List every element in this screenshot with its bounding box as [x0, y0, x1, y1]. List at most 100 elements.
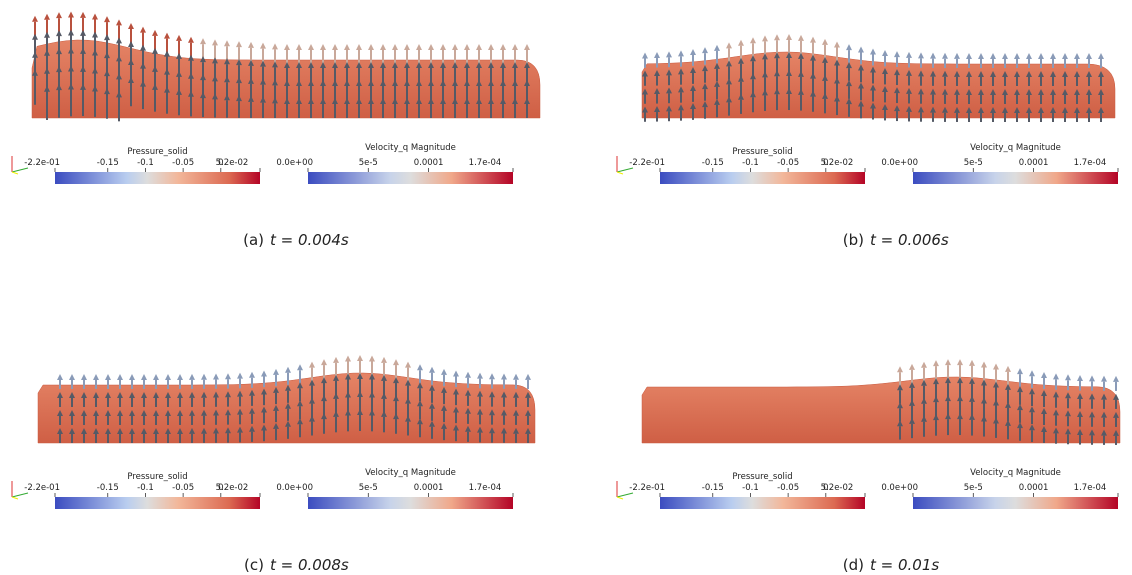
colorbar-tick-label: 0.0e+00	[276, 158, 313, 168]
arrow-head	[1062, 53, 1068, 59]
caption-label: (b)	[843, 231, 864, 249]
arrow-head	[500, 44, 506, 50]
arrow-head	[810, 37, 816, 43]
arrow-head	[440, 44, 446, 50]
arrow-head	[524, 44, 530, 50]
arrow-head	[429, 367, 435, 373]
colorbar-tick-label: -2.2e-01	[24, 483, 60, 493]
arrow-head	[1065, 374, 1071, 380]
colorbar-tick-label: 0.0001	[414, 483, 444, 493]
arrow-head	[738, 40, 744, 46]
colorbar-title: Pressure_solid	[127, 472, 187, 482]
arrow-head	[990, 53, 996, 59]
colorbar-tick-label: 5e-5	[359, 158, 378, 168]
arrow-head	[1050, 53, 1056, 59]
figure: Pressure_solid-2.2e-01-0.15-0.1-0.0505.2…	[0, 0, 1132, 575]
arrow-head	[930, 53, 936, 59]
arrow-head	[92, 13, 98, 19]
axis-y	[617, 493, 633, 497]
arrow-head	[68, 29, 74, 35]
arrow-head	[404, 44, 410, 50]
colorbar-tick-label: 0.0e+00	[881, 158, 918, 168]
arrow-head	[320, 44, 326, 50]
colorbar	[660, 497, 865, 509]
arrow-head	[774, 34, 780, 40]
arrow-head	[248, 42, 254, 48]
arrow-head	[80, 30, 86, 36]
colorbar	[308, 497, 513, 509]
arrow-head	[918, 52, 924, 58]
arrow-head	[750, 37, 756, 43]
arrow-head	[525, 374, 531, 380]
arrow-head	[798, 35, 804, 41]
arrow-head	[441, 369, 447, 375]
arrow-head	[188, 37, 194, 43]
axis-x	[617, 172, 623, 174]
caption-label: (a)	[243, 231, 264, 249]
caption: t = 0.004s	[270, 231, 349, 249]
panel: Pressure_solid-2.2e-01-0.15-0.1-0.0505.2…	[12, 355, 535, 574]
arrow-head	[68, 11, 74, 17]
panel: Pressure_solid-2.2e-01-0.15-0.1-0.0505.2…	[12, 11, 540, 249]
colorbar-tick-label: -0.15	[97, 158, 119, 168]
arrow-head	[345, 356, 351, 362]
colorbar-tick-label: -0.05	[777, 483, 799, 493]
arrow-head	[501, 374, 507, 380]
arrow-head	[690, 49, 696, 55]
arrow-head	[356, 44, 362, 50]
arrow-head	[368, 44, 374, 50]
arrow-head	[272, 43, 278, 49]
arrow-head	[164, 33, 170, 39]
arrow-head	[453, 371, 459, 377]
arrow-head	[1038, 53, 1044, 59]
solid-body	[642, 377, 1120, 443]
arrow-head	[225, 373, 231, 379]
arrow-head	[666, 51, 672, 57]
arrow-head	[128, 41, 134, 47]
arrow-head	[477, 373, 483, 379]
arrow-head	[417, 364, 423, 370]
colorbar-tick-label: -0.15	[97, 483, 119, 493]
arrow-head	[1029, 370, 1035, 376]
colorbar-tick-label: -0.05	[777, 158, 799, 168]
arrow-head	[357, 355, 363, 361]
arrow-head	[416, 44, 422, 50]
arrow-head	[165, 374, 171, 380]
colorbar	[913, 172, 1118, 184]
arrow-head	[56, 30, 62, 36]
arrow-head	[309, 362, 315, 368]
arrow-head	[1005, 366, 1011, 372]
arrow-head	[104, 16, 110, 22]
arrow-head	[642, 52, 648, 58]
arrow-head	[392, 44, 398, 50]
colorbar-tick-label: -0.05	[172, 483, 194, 493]
arrow-head	[1077, 375, 1083, 381]
colorbar-tick-label: -2.2e-01	[629, 483, 665, 493]
arrow-head	[933, 360, 939, 366]
arrow-head	[321, 359, 327, 365]
arrow-head	[966, 53, 972, 59]
arrow-head	[1101, 376, 1107, 382]
arrow-head	[176, 53, 182, 59]
arrow-head	[678, 50, 684, 56]
colorbar-tick-label: -0.15	[702, 483, 724, 493]
colorbar-tick-label: 0.0e+00	[881, 483, 918, 493]
colorbar-tick-label: 5e-5	[964, 483, 983, 493]
caption: t = 0.01s	[870, 556, 939, 574]
arrow-head	[405, 362, 411, 368]
arrow-head	[333, 357, 339, 363]
arrow-head	[32, 16, 38, 22]
arrow-head	[308, 44, 314, 50]
arrow-head	[1002, 53, 1008, 59]
arrow-head	[1041, 372, 1047, 378]
arrow-head	[1113, 376, 1119, 382]
colorbar	[913, 497, 1118, 509]
arrow-head	[1053, 373, 1059, 379]
colorbar-title: Pressure_solid	[732, 147, 792, 157]
colorbar-title: Velocity_q Magnitude	[365, 468, 456, 478]
arrow-head	[1014, 53, 1020, 59]
arrow-head	[1074, 53, 1080, 59]
colorbar-tick-label: 1.7e-04	[1074, 483, 1107, 493]
arrow-head	[978, 53, 984, 59]
colorbar-tick-label: 5.2e-02	[821, 158, 854, 168]
